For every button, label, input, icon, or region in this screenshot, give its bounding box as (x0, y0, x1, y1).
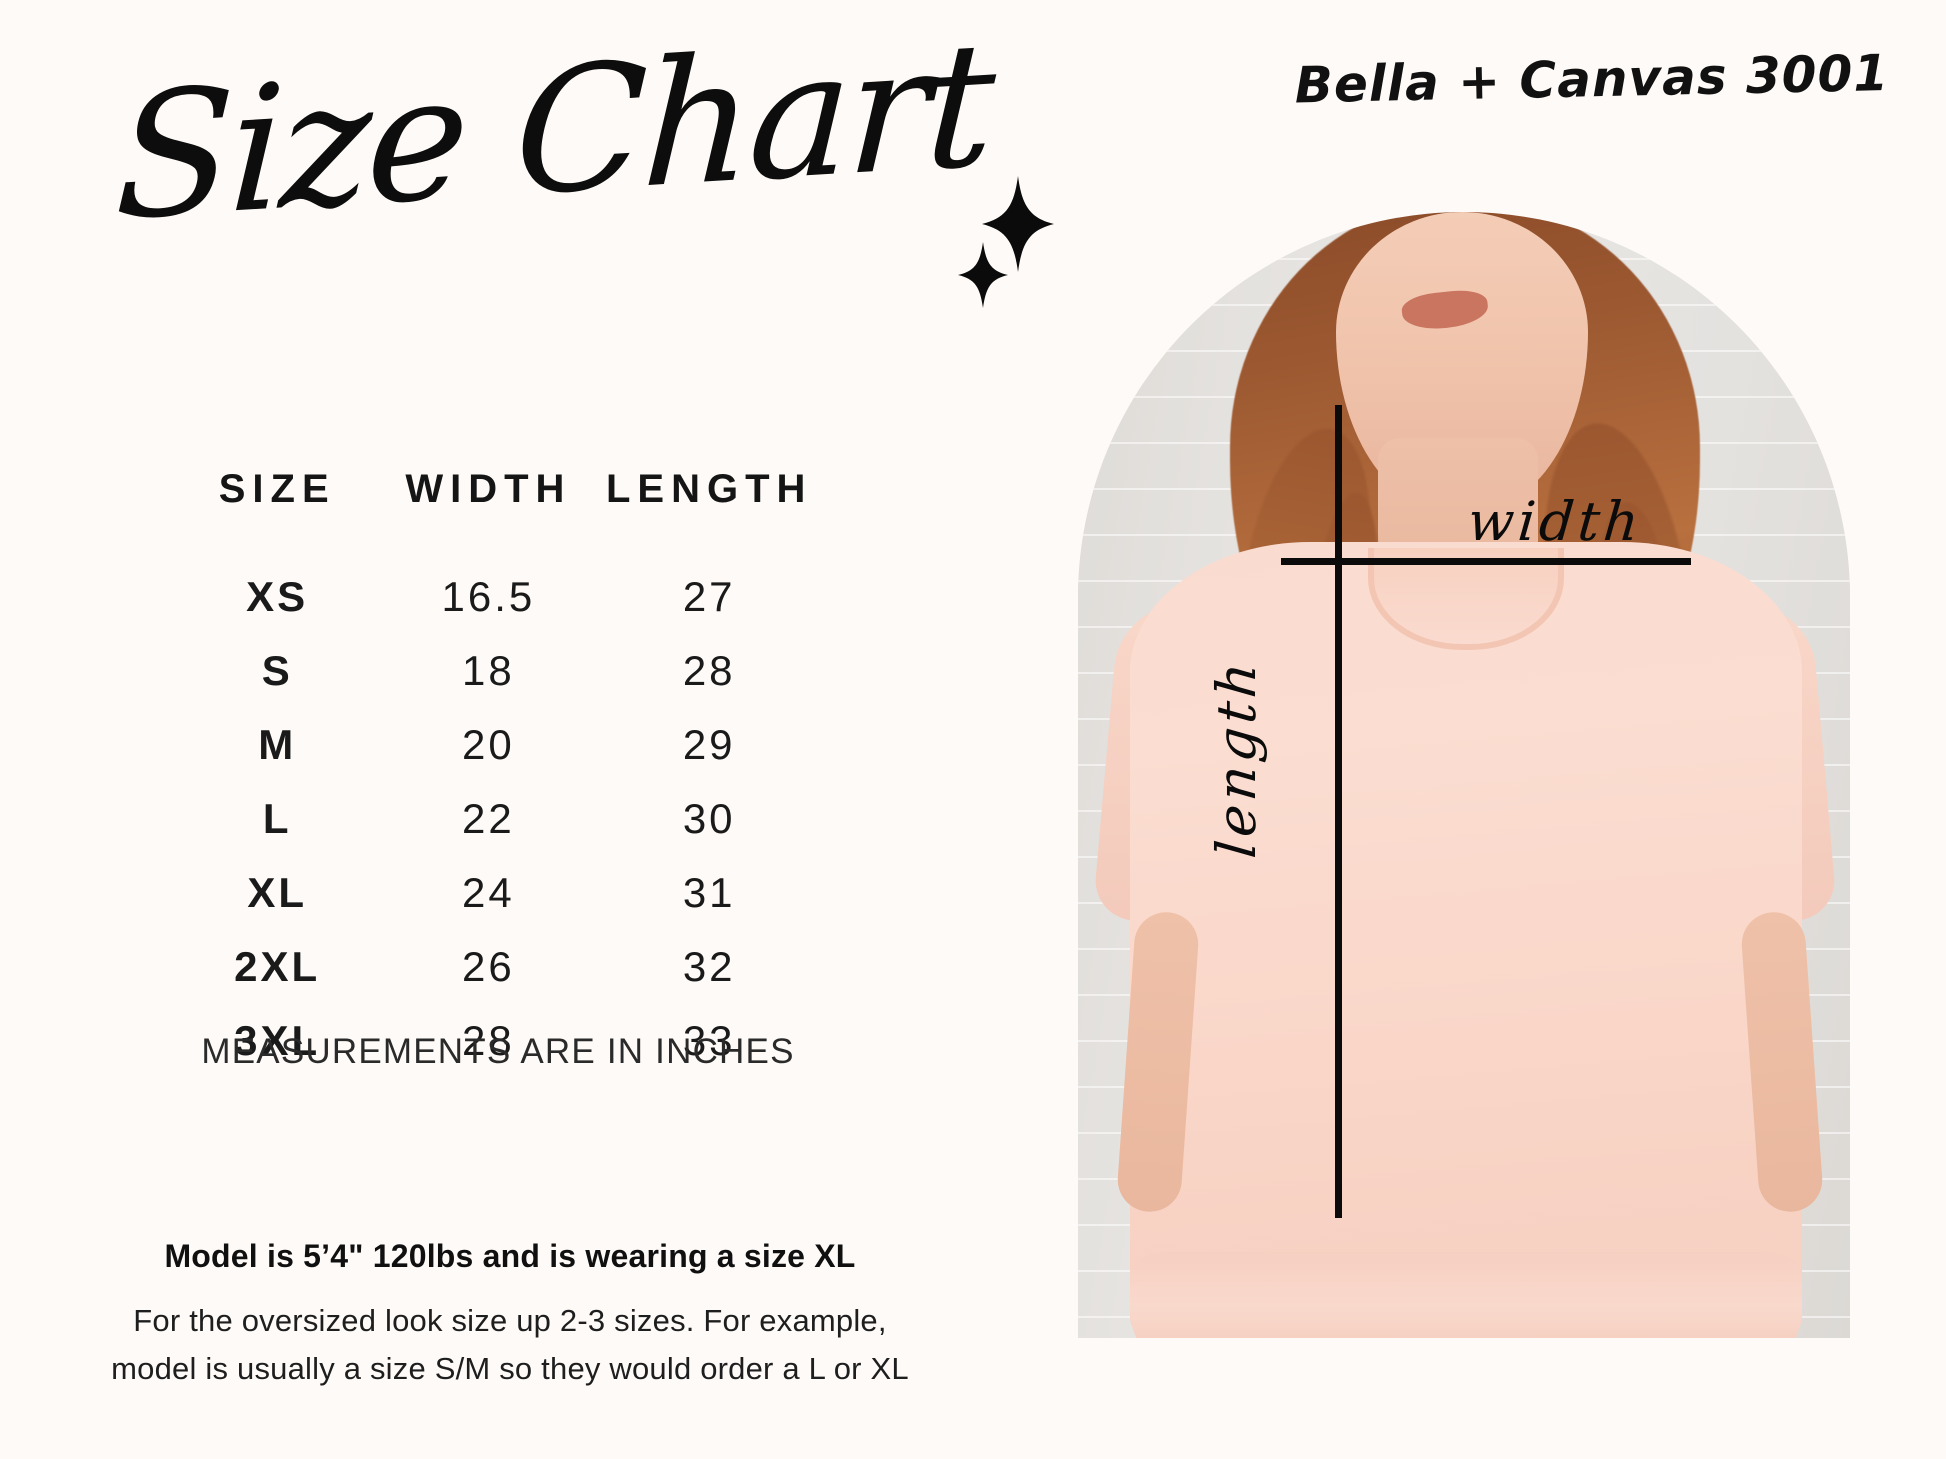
size-table-element: SIZE WIDTH LENGTH XS 16.5 27 S 18 28 M (178, 466, 818, 1078)
size-table-head: SIZE WIDTH LENGTH (178, 466, 818, 560)
page-title: Size Chart (111, 3, 996, 259)
table-row: L 22 30 (178, 782, 818, 856)
column-header-size: SIZE (218, 467, 336, 511)
measurements-units-note: MEASUREMENTS ARE IN INCHES (201, 1032, 795, 1071)
width-label: width (1465, 490, 1646, 553)
table-row: S 18 28 (178, 634, 818, 708)
size-table-header-row: SIZE WIDTH LENGTH (178, 466, 818, 560)
model-photo (1078, 212, 1850, 1338)
table-row: M 20 29 (178, 708, 818, 782)
cell-width: 20 (462, 721, 515, 768)
length-guide-line (1335, 405, 1342, 1218)
cell-width: 16.5 (441, 573, 536, 620)
cell-length: 29 (682, 721, 736, 768)
cell-length: 33 (682, 1017, 736, 1064)
cell-length: 32 (682, 943, 736, 990)
size-table-body: XS 16.5 27 S 18 28 M 20 29 L 22 30 (178, 560, 818, 1078)
cell-size: 2XL (234, 943, 321, 990)
sizing-advice-line-1: For the oversized look size up 2-3 sizes… (133, 1303, 887, 1338)
cell-size: XS (246, 573, 309, 620)
brand-model-label: Bella + Canvas 3001 (1293, 44, 1890, 115)
table-row: 2XL 26 32 (178, 930, 818, 1004)
column-header-length: LENGTH (605, 467, 813, 511)
table-row: 3XL 28 33 (178, 1004, 818, 1078)
cell-width: 26 (462, 943, 515, 990)
tshirt-hem (1130, 1252, 1802, 1338)
footer-notes: Model is 5’4" 120lbs and is wearing a si… (60, 1238, 960, 1393)
width-guide-line (1281, 558, 1691, 565)
cell-size: M (258, 721, 297, 768)
cell-size: XL (247, 869, 308, 916)
cell-length: 31 (682, 869, 736, 916)
cell-size: S (261, 647, 293, 694)
column-header-width: WIDTH (405, 467, 572, 511)
cell-length: 27 (682, 573, 736, 620)
length-label: length (1205, 655, 1268, 861)
model-info-note: Model is 5’4" 120lbs and is wearing a si… (164, 1238, 856, 1274)
cell-size: 3XL (234, 1017, 321, 1064)
sparkle-icon (982, 176, 1054, 272)
cell-width: 18 (462, 647, 515, 694)
tshirt-body (1130, 542, 1802, 1338)
model-photo-content (1078, 212, 1850, 1338)
cell-length: 28 (682, 647, 736, 694)
sparkle-icon (958, 242, 1008, 308)
cell-width: 22 (462, 795, 515, 842)
cell-width: 24 (462, 869, 515, 916)
cell-size: L (262, 795, 292, 842)
size-table: SIZE WIDTH LENGTH XS 16.5 27 S 18 28 M (178, 466, 818, 1078)
table-row: XS 16.5 27 (178, 560, 818, 634)
sizing-advice-line-2: model is usually a size S/M so they woul… (111, 1351, 909, 1387)
table-row: XL 24 31 (178, 856, 818, 930)
cell-width: 28 (462, 1017, 515, 1064)
cell-length: 30 (682, 795, 736, 842)
